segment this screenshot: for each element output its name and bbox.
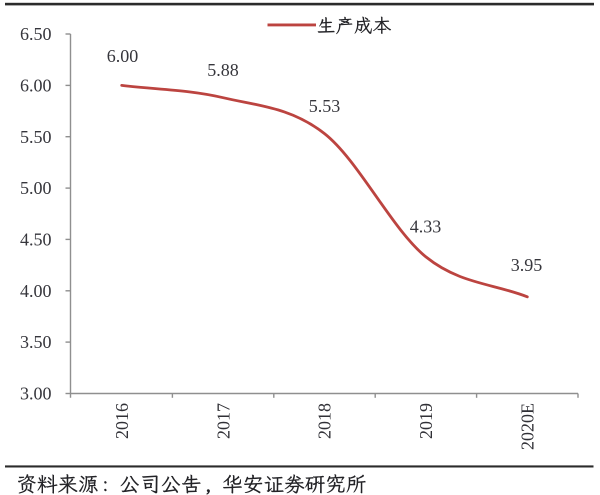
svg-text:5.88: 5.88	[207, 60, 239, 80]
svg-text:2019: 2019	[416, 403, 436, 439]
svg-text:3.50: 3.50	[20, 332, 52, 352]
svg-text:2018: 2018	[315, 403, 335, 439]
svg-text:4.50: 4.50	[20, 230, 52, 250]
svg-text:5.00: 5.00	[20, 178, 52, 198]
svg-text:2020E: 2020E	[518, 403, 538, 450]
svg-text:5.53: 5.53	[309, 96, 341, 116]
svg-text:4.00: 4.00	[20, 281, 52, 301]
svg-text:6.00: 6.00	[107, 46, 139, 66]
svg-text:6.00: 6.00	[20, 76, 52, 96]
svg-text:2016: 2016	[112, 403, 132, 439]
svg-text:3.95: 3.95	[511, 255, 543, 275]
svg-text:5.50: 5.50	[20, 127, 52, 147]
svg-text:2017: 2017	[213, 403, 233, 439]
svg-text:3.00: 3.00	[20, 384, 52, 404]
svg-text:6.50: 6.50	[20, 24, 52, 44]
svg-text:4.33: 4.33	[410, 217, 442, 237]
